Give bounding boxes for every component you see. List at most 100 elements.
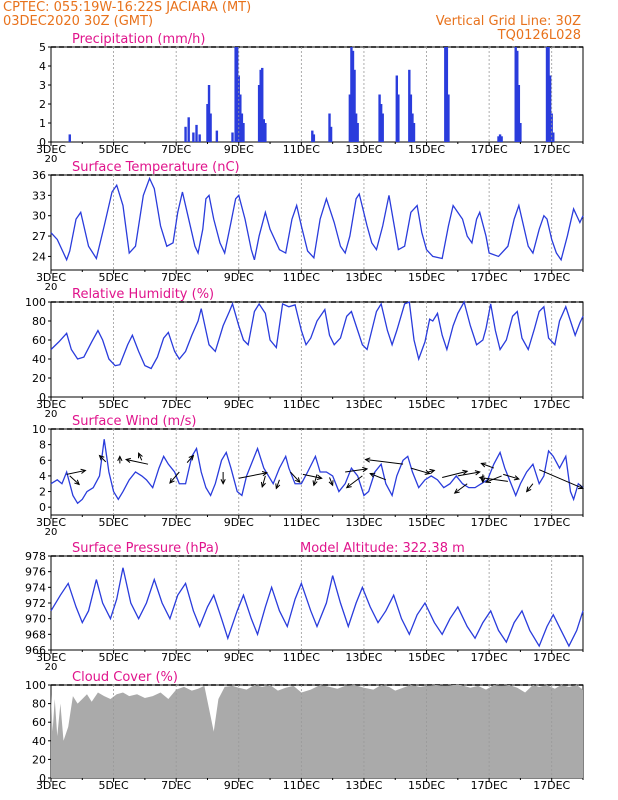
x-tick-label: 7DEC xyxy=(161,398,191,411)
wind-arrow-shaft xyxy=(481,462,494,469)
x-tick-label: 5DEC xyxy=(99,398,129,411)
x-tick-label: 13DEC xyxy=(345,143,382,156)
wind-arrow-shaft xyxy=(526,483,534,492)
wind-arrow-shaft xyxy=(346,475,363,489)
header-code: TQ0126L028 xyxy=(497,28,581,43)
wind-arrow-head xyxy=(117,455,123,462)
wind-arrow-head xyxy=(260,481,266,488)
y-tick-label: 8 xyxy=(39,439,46,452)
y-tick-label: 4 xyxy=(39,470,46,483)
x-tick-label: 5DEC xyxy=(99,516,129,529)
panel-title: Cloud Cover (%) xyxy=(72,670,178,685)
y-tick-label: 24 xyxy=(32,250,46,263)
y-tick-label: 1 xyxy=(39,117,46,130)
precip-bar xyxy=(379,104,383,142)
precip-bar xyxy=(395,75,398,142)
wind-arrow-shaft xyxy=(313,474,318,486)
precip-bar xyxy=(356,123,359,142)
precip-bar xyxy=(264,123,267,142)
x-tick-label: 3DEC xyxy=(36,271,66,284)
y-tick-label: 30 xyxy=(32,210,46,223)
plot-frame xyxy=(50,428,584,516)
precip-bar xyxy=(409,94,413,142)
y-tick-label: 10 xyxy=(32,423,46,436)
y-tick-label: 0 xyxy=(39,501,46,514)
precip-bar xyxy=(195,124,198,142)
wind-line xyxy=(50,439,584,505)
x-tick-label: 15DEC xyxy=(408,779,445,792)
x-tick-label: 15DEC xyxy=(408,143,445,156)
precip-bar xyxy=(445,47,449,142)
wind-arrow-shaft xyxy=(454,483,468,494)
press-line xyxy=(50,567,584,648)
precip-bar xyxy=(234,47,237,142)
y-tick-label: 60 xyxy=(32,334,46,347)
wind-arrow-head xyxy=(98,454,105,461)
x-tick-label: 17DEC xyxy=(471,779,508,792)
y-tick-label: 5 xyxy=(39,41,46,54)
y-tick-label: 100 xyxy=(25,679,46,692)
wind-arrow-shaft xyxy=(302,473,322,479)
precip-bar xyxy=(519,123,522,142)
y-tick-label: 966 xyxy=(25,644,46,657)
x-tick-label: 15DEC xyxy=(408,651,445,664)
wind-arrow-head xyxy=(484,478,492,484)
precip-bar xyxy=(500,136,503,142)
precip-bar xyxy=(242,123,245,142)
y-tick-label: 6 xyxy=(39,454,46,467)
y-tick-label: 2 xyxy=(39,486,46,499)
wind-arrow-head xyxy=(188,454,195,461)
precip-bar xyxy=(381,113,384,142)
wind-arrow-head xyxy=(80,468,87,474)
precip-bar xyxy=(259,69,262,142)
precip-bar xyxy=(545,47,549,142)
x-tick-label: 15DEC xyxy=(408,398,445,411)
cloud-cover-area xyxy=(51,685,583,778)
precip-bar xyxy=(547,47,550,142)
panel-annotation: Model Altitude: 322.38 m xyxy=(300,541,465,556)
x-tick-label: 11DEC xyxy=(283,779,320,792)
x-tick-label: 7DEC xyxy=(161,143,191,156)
precip-bar xyxy=(378,94,381,142)
x-tick-label: 13DEC xyxy=(345,516,382,529)
y-tick-label: 27 xyxy=(32,230,46,243)
wind-arrow-head xyxy=(478,475,485,481)
wind-arrow-shaft xyxy=(69,475,80,485)
wind-arrow-shaft xyxy=(410,467,430,475)
y-tick-label: 0 xyxy=(39,772,46,785)
x-tick-label: 13DEC xyxy=(345,398,382,411)
precip-bar xyxy=(354,113,358,142)
wind-arrow-head xyxy=(137,452,143,459)
x-tick-label: 17DEC xyxy=(533,779,570,792)
wind-arrow-head xyxy=(364,457,371,463)
precip-bar xyxy=(328,113,331,142)
wind-arrow-shaft xyxy=(186,455,194,463)
wind-arrow-shaft xyxy=(503,473,519,480)
x-tick-label: 3DEC xyxy=(36,516,66,529)
wind-arrow-shaft xyxy=(238,472,268,479)
x-tick-label: 11DEC xyxy=(283,271,320,284)
x-tick-label: 15DEC xyxy=(408,516,445,529)
precip-bar xyxy=(516,50,519,142)
y-tick-label: 33 xyxy=(32,189,46,202)
x-tick-label: 7DEC xyxy=(161,271,191,284)
y-tick-label: 80 xyxy=(32,315,46,328)
wind-arrow-shaft xyxy=(442,470,468,478)
wind-arrow-head xyxy=(261,471,269,477)
precip-bar xyxy=(192,132,195,142)
x-tick-label: 7DEC xyxy=(161,516,191,529)
x-tick-label: 11DEC xyxy=(283,651,320,664)
x-tick-label: 3DEC xyxy=(36,651,66,664)
y-tick-label: 0 xyxy=(39,391,46,404)
precip-bar xyxy=(408,69,411,142)
wind-arrow-shaft xyxy=(457,471,480,477)
x-tick-label: 5DEC xyxy=(99,779,129,792)
x-tick-label: 13DEC xyxy=(345,271,382,284)
wind-arrow-shaft xyxy=(66,469,86,475)
wind-arrow-head xyxy=(220,479,226,485)
wind-arrow-shaft xyxy=(126,459,149,465)
wind-arrow-head xyxy=(513,475,520,481)
x-tick-label: 11DEC xyxy=(283,516,320,529)
precip-bar xyxy=(198,134,201,142)
wind-arrow-head xyxy=(169,477,175,484)
